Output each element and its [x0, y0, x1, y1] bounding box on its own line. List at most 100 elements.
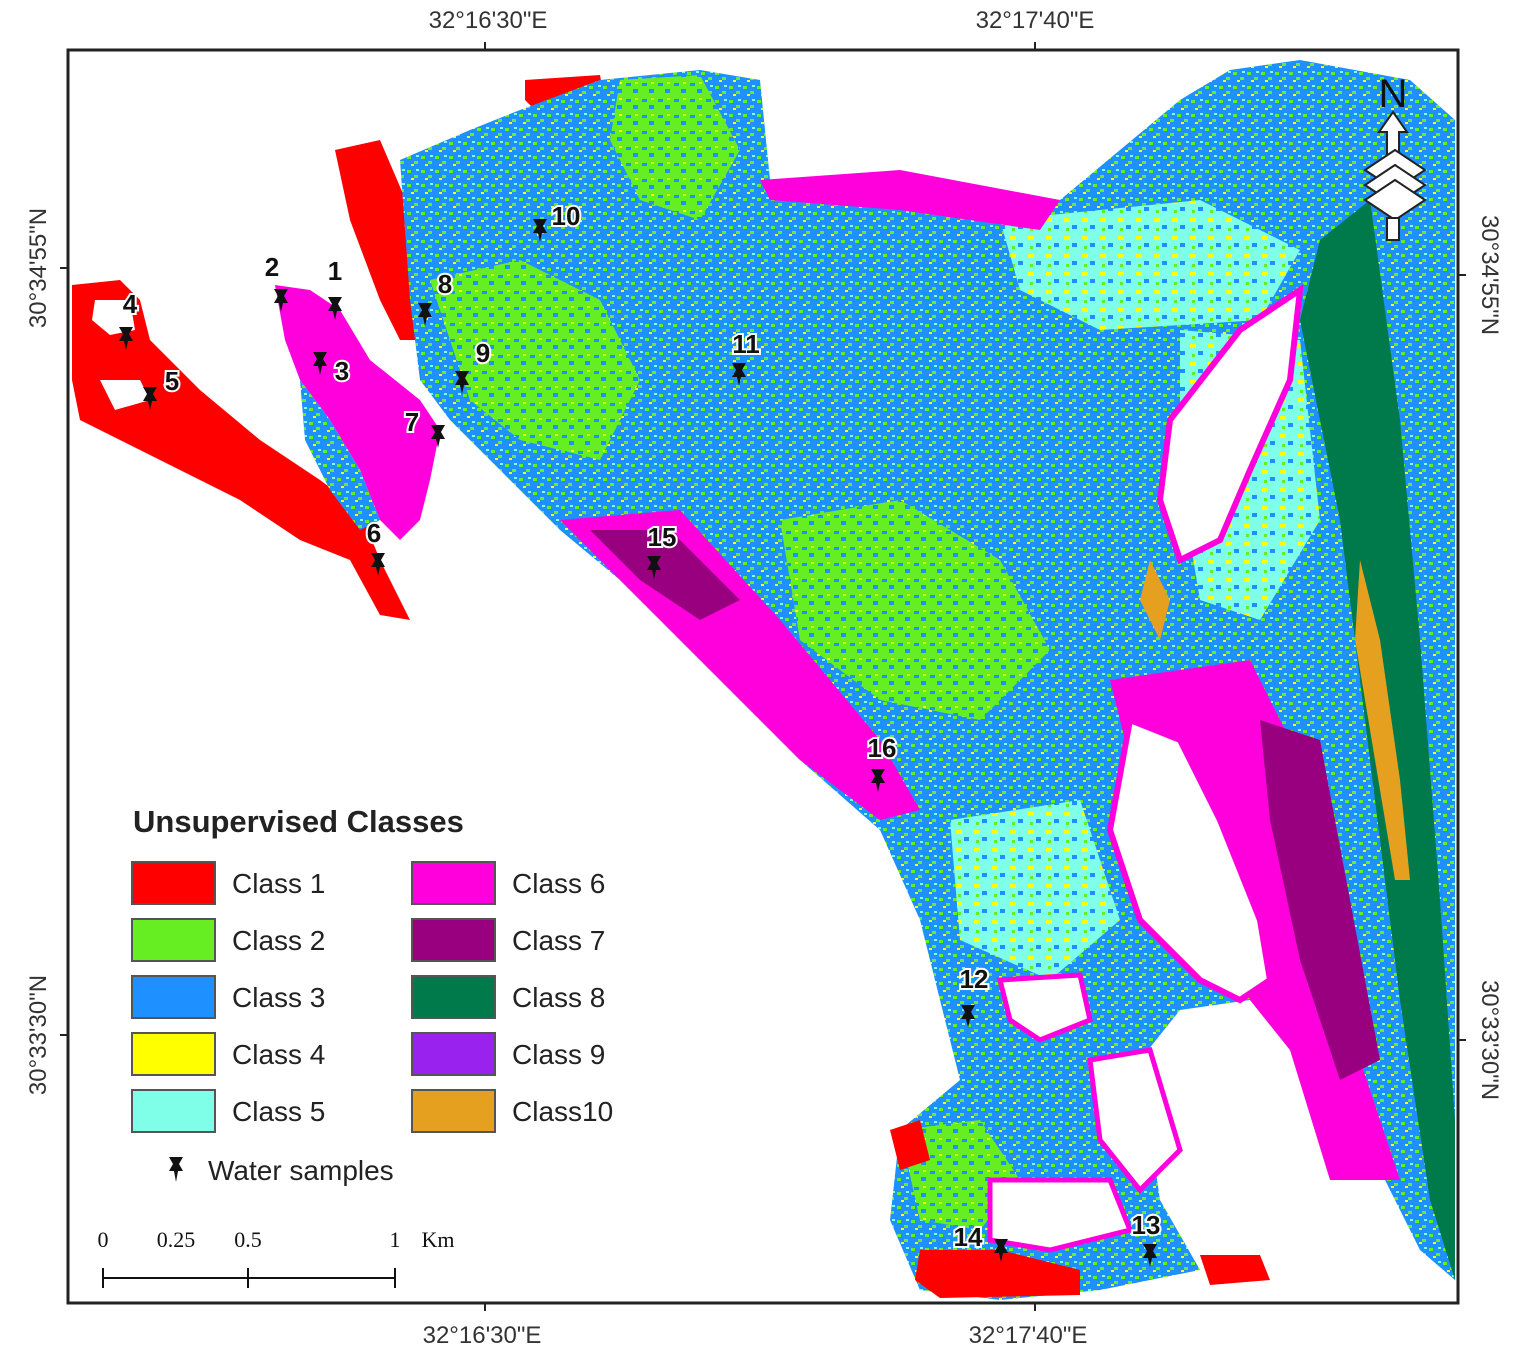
- lagoon-5: [996, 972, 1093, 1043]
- water-sample-marker-icon: [1143, 1244, 1157, 1267]
- water-sample-marker-icon: [143, 387, 157, 410]
- site-label-7: 7: [405, 407, 419, 437]
- water-sample-marker-icon: [732, 363, 746, 386]
- water-sample-icon: [169, 1157, 183, 1182]
- coast-strip-15: [560, 510, 920, 820]
- water-sample-marker-icon: [871, 769, 885, 792]
- red-strip: [335, 140, 430, 340]
- scale-bar: [102, 1268, 396, 1288]
- site-5: 5: [143, 364, 181, 410]
- coord-top-1: 32°16'30"E: [429, 7, 548, 34]
- site-7: 7: [403, 405, 445, 448]
- legend-label-10: Class10: [512, 1096, 613, 1127]
- legend-swatch-8: [411, 975, 496, 1019]
- coord-top-2: 32°17'40"E: [976, 7, 1095, 34]
- site-9: 9: [455, 336, 492, 394]
- site-label-1: 1: [328, 256, 342, 286]
- site-1: 1: [326, 254, 344, 320]
- coord-left-1: 30°34'55"N: [25, 208, 52, 328]
- frame-ticks: [60, 42, 1466, 1311]
- coord-bottom-1: 32°16'30"E: [423, 1322, 542, 1348]
- site-16: 16: [866, 731, 898, 792]
- coord-bottom-2: 32°17'40"E: [969, 1322, 1088, 1348]
- site-label-14: 14: [954, 1222, 983, 1252]
- legend-swatch-2: [131, 918, 216, 962]
- water-sample-marker-icon: [455, 371, 469, 394]
- legend-swatch-7: [411, 918, 496, 962]
- legend-label-7: Class 7: [512, 925, 605, 956]
- site-4: 4: [119, 287, 140, 350]
- site-label-13: 13: [1132, 1210, 1161, 1240]
- site-15: 15: [646, 520, 678, 579]
- legend-swatch-6: [411, 861, 496, 905]
- water-sample-marker-icon: [533, 219, 547, 242]
- site-label-2: 2: [265, 252, 279, 282]
- legend-samples-label: Water samples: [208, 1155, 394, 1186]
- site-label-8: 8: [438, 269, 452, 299]
- magenta-peninsula: [275, 285, 440, 540]
- coord-left-2: 30°33'30"N: [25, 975, 52, 1095]
- red-south: [915, 1250, 1080, 1298]
- legend-label-9: Class 9: [512, 1039, 605, 1070]
- lagoon-1: [1156, 283, 1304, 565]
- legend-swatch-10: [411, 1089, 496, 1133]
- site-label-15: 15: [648, 522, 677, 552]
- water-sample-marker-icon: [313, 352, 327, 375]
- site-12: 12: [958, 962, 990, 1028]
- lagoon-3: [1087, 1047, 1183, 1194]
- legend-title: Unsupervised Classes: [133, 804, 464, 839]
- scale-label-1: 1: [390, 1227, 401, 1252]
- site-2: 2: [263, 250, 288, 312]
- site-label-9: 9: [476, 338, 490, 368]
- water-sample-marker-icon: [647, 556, 661, 579]
- scale-label-0: 0: [98, 1227, 109, 1252]
- north-arrow-icon: N: [1363, 72, 1427, 241]
- water-sample-marker-icon: [371, 553, 385, 576]
- legend-label-3: Class 3: [232, 982, 325, 1013]
- water-sample-marker-icon: [328, 297, 342, 320]
- water-sample-marker-icon: [119, 327, 133, 350]
- north-label: N: [1379, 72, 1408, 116]
- legend-label-1: Class 1: [232, 868, 325, 899]
- water-sample-marker-icon: [994, 1239, 1008, 1262]
- water-sample-marker-icon: [418, 303, 432, 326]
- scale-label-025: 0.25: [157, 1227, 196, 1252]
- site-3: 3: [313, 352, 351, 388]
- legend-label-2: Class 2: [232, 925, 325, 956]
- site-14: 14: [952, 1220, 1008, 1262]
- lagoon-2: [1106, 715, 1274, 1004]
- legend: Unsupervised Classes Class 1 Class 2 Class…: [131, 804, 613, 1186]
- coord-right-1: 30°34'55"N: [1476, 215, 1503, 335]
- site-label-4: 4: [123, 289, 138, 319]
- legend-swatch-5: [131, 1089, 216, 1133]
- legend-swatch-4: [131, 1032, 216, 1076]
- site-6: 6: [365, 516, 385, 576]
- legend-label-8: Class 8: [512, 982, 605, 1013]
- legend-swatch-3: [131, 975, 216, 1019]
- site-10: 10: [533, 199, 582, 242]
- site-label-16: 16: [868, 733, 897, 763]
- site-13: 13: [1130, 1208, 1162, 1267]
- legend-label-5: Class 5: [232, 1096, 325, 1127]
- site-11: 11: [730, 327, 762, 386]
- site-label-10: 10: [552, 201, 581, 231]
- site-label-5: 5: [165, 366, 179, 396]
- site-8: 8: [418, 267, 454, 326]
- water-sample-marker-icon: [274, 289, 288, 312]
- site-label-6: 6: [367, 518, 381, 548]
- water-sample-marker-icon: [961, 1005, 975, 1028]
- legend-label-6: Class 6: [512, 868, 605, 899]
- legend-swatch-9: [411, 1032, 496, 1076]
- site-label-3: 3: [335, 356, 349, 386]
- site-label-11: 11: [732, 329, 760, 359]
- scale-unit: Km: [422, 1227, 455, 1252]
- west-island: [72, 280, 410, 620]
- legend-label-4: Class 4: [232, 1039, 325, 1070]
- water-sample-marker-icon: [431, 425, 445, 448]
- site-label-12: 12: [960, 964, 989, 994]
- legend-swatch-1: [131, 861, 216, 905]
- lagoon-4: [987, 1177, 1134, 1253]
- coord-right-2: 30°33'30"N: [1476, 980, 1503, 1100]
